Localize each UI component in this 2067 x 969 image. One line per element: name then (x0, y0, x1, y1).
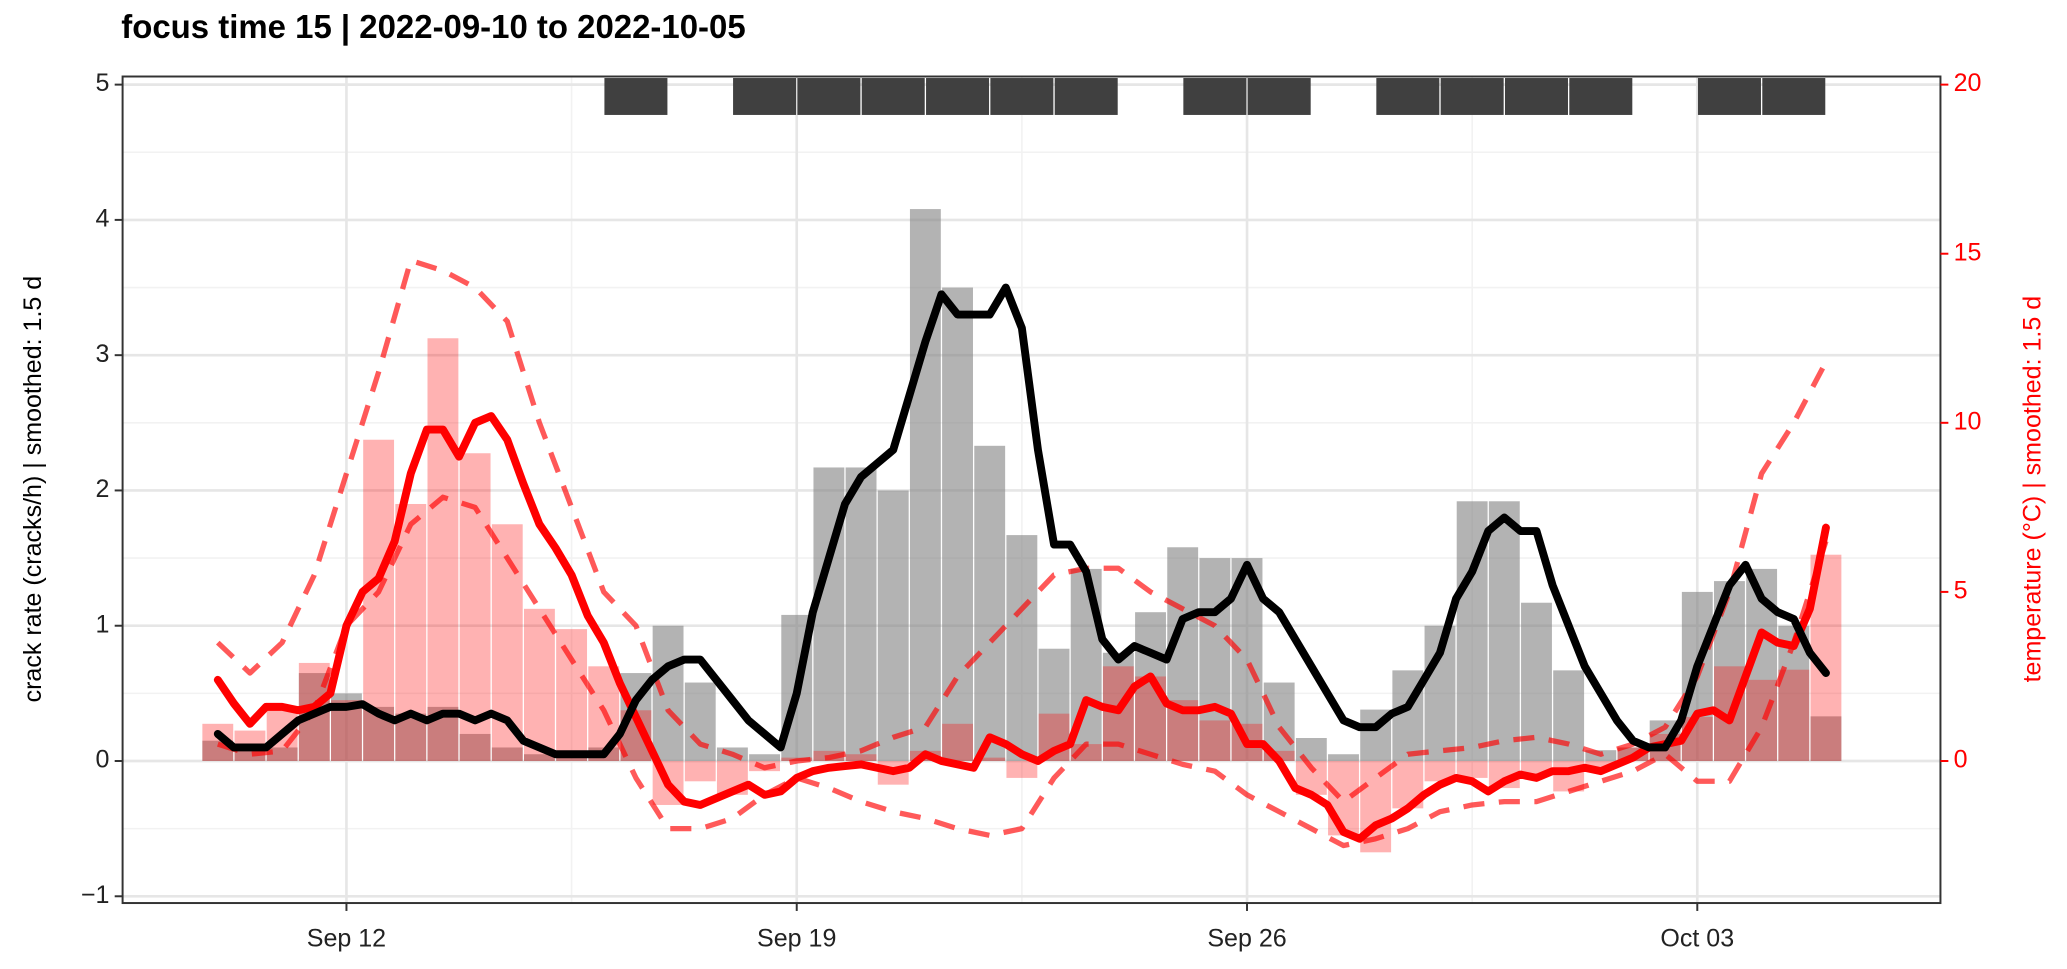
bar (427, 338, 459, 762)
line (213, 412, 1830, 843)
block (604, 78, 668, 115)
y2-tick-label: 5 (1954, 577, 1968, 605)
block (926, 78, 990, 115)
x-tick-label: Sep 12 (307, 925, 386, 953)
bar (1585, 761, 1617, 768)
x-tick-label: Oct 03 (1660, 925, 1734, 953)
bar (1521, 602, 1552, 762)
grid (122, 76, 1941, 904)
bar (1006, 761, 1038, 778)
dashed-line (215, 257, 1829, 805)
block (1376, 78, 1440, 115)
block (1054, 78, 1118, 115)
bar (266, 747, 298, 762)
block (1697, 78, 1761, 115)
block (1762, 78, 1826, 115)
y2-axis-label: temperature (°C) | smoothed: 1.5 d (2019, 296, 2047, 683)
y-tick-label: 3 (95, 340, 109, 368)
y-tick-label: 4 (95, 205, 109, 233)
bar (845, 467, 877, 762)
axes: −1 0 1 2 3 4 5 0 5 10 15 20 Sep 12 Sep 19 Sep 26 Oct 03 (81, 69, 1982, 952)
bar (1778, 669, 1810, 762)
bar (974, 757, 1006, 762)
y-tick-label: 1 (95, 610, 109, 638)
bar (942, 723, 973, 762)
block (1569, 78, 1633, 115)
bar (684, 761, 716, 782)
block (733, 78, 797, 115)
bar (1810, 716, 1842, 762)
bar (877, 490, 909, 762)
bar (974, 445, 1006, 762)
block (990, 78, 1054, 115)
block (1247, 78, 1311, 115)
bar (1328, 761, 1359, 836)
y-tick-label: 2 (95, 475, 109, 503)
bar (1456, 761, 1488, 778)
bar (845, 754, 877, 762)
bar (1199, 558, 1231, 762)
y-tick-label: 5 (95, 69, 109, 97)
bar (684, 682, 716, 762)
marks (202, 78, 1842, 853)
block (1504, 78, 1568, 115)
bar (1553, 670, 1585, 762)
line (213, 283, 1830, 759)
block (1183, 78, 1247, 115)
bar (491, 747, 523, 762)
y2-tick-label: 15 (1954, 238, 1982, 266)
block (797, 78, 861, 115)
bar (1199, 720, 1231, 762)
chart-title: focus time 15 | 2022-09-10 to 2022-10-05 (121, 8, 745, 45)
x-tick-label: Sep 26 (1207, 925, 1286, 953)
block (861, 78, 925, 115)
bar (1006, 535, 1038, 762)
bar (523, 754, 555, 762)
bar (1328, 754, 1359, 762)
block (1440, 78, 1504, 115)
y2-tick-label: 0 (1954, 746, 1968, 774)
y-tick-label: 0 (95, 746, 109, 774)
bar (1070, 744, 1102, 762)
y-tick-label: −1 (81, 881, 110, 909)
bar (556, 629, 588, 762)
bar (942, 287, 973, 762)
bar (523, 608, 555, 762)
y2-tick-label: 10 (1954, 407, 1982, 435)
x-tick-label: Sep 19 (757, 925, 836, 953)
bar (749, 754, 781, 762)
bar (909, 209, 941, 762)
bar (1424, 761, 1456, 782)
bar (1488, 501, 1520, 762)
y-axis-label: crack rate (cracks/h) | smoothed: 1.5 d (19, 276, 47, 703)
dashed-line (217, 494, 1829, 849)
y2-tick-label: 20 (1954, 69, 1982, 97)
bar (652, 625, 684, 762)
bar (459, 733, 491, 762)
